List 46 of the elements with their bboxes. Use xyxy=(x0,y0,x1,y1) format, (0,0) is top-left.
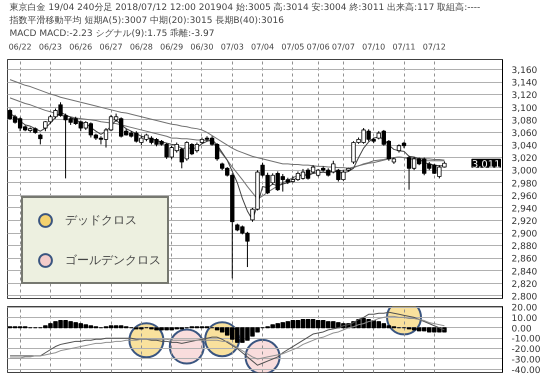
y-tick-label: 20.00 xyxy=(512,304,538,314)
y-tick-label: -40.00 xyxy=(512,366,541,376)
y-tick-label: 3,000 xyxy=(512,166,538,177)
y-tick-label: 3,100 xyxy=(512,104,538,114)
y-tick-label: 3,120 xyxy=(512,91,538,102)
y-tick-label: -20.00 xyxy=(512,345,541,356)
x-tick-label: 07/10 xyxy=(362,42,386,52)
x-tick-label: 06/30 xyxy=(190,42,214,52)
y-tick-label: -10.00 xyxy=(512,334,541,345)
x-tick-label: 07/05 xyxy=(281,42,304,52)
y-tick-label: 2,980 xyxy=(512,179,538,190)
x-tick-label: 06/28 xyxy=(130,42,153,52)
x-tick-label: 07/12 xyxy=(422,42,446,52)
y-tick-label: 0.00 xyxy=(512,324,532,334)
x-tick-label: 06/27 xyxy=(100,42,123,52)
x-tick-label: 07/07 xyxy=(332,42,355,52)
annotation: 3,011 xyxy=(472,159,501,170)
x-tick-label: 07/11 xyxy=(392,42,416,52)
text: MACD MACD:-2.23 シグナル(9):1.75 乖離:-3.97 xyxy=(10,28,214,39)
y-tick-label: 2,960 xyxy=(512,192,538,202)
y-tick-label: -30.00 xyxy=(512,355,541,366)
x-tick-label: 06/22 xyxy=(8,42,32,52)
legend-label: デッドクロス xyxy=(65,212,137,228)
y-tick-label: 2,900 xyxy=(512,230,538,240)
y-tick-label: 2,880 xyxy=(512,242,538,252)
legend-label: ゴールデンクロス xyxy=(65,252,161,268)
x-tick-label: 07/06 xyxy=(306,42,330,52)
y-tick-label: 3,060 xyxy=(512,128,538,139)
y-tick-label: 3,160 xyxy=(512,66,538,76)
x-tick-label: 06/29 xyxy=(160,42,184,52)
y-tick-label: 2,820 xyxy=(512,280,538,290)
chart-subtitle: 指数平滑移動平均 短期A(5):3007 中期(20):3015 長期B(40):3016 xyxy=(8,15,284,26)
chart-title: 東京白金 19/04 240分足 2018/07/12 12:00 201904 始:3005 高:3014 安:3004 終:3011 出来高:117 取組高:---- xyxy=(10,2,480,13)
y-tick-label: 2,840 xyxy=(512,267,538,278)
y-tick-label: 2,860 xyxy=(512,254,538,265)
y-tick-label: 10.00 xyxy=(512,314,538,324)
x-tick-label: 07/03 xyxy=(220,42,244,52)
x-tick-label: 06/26 xyxy=(69,42,92,52)
y-tick-label: 2,940 xyxy=(512,204,538,214)
y-tick-label: 3,140 xyxy=(512,78,538,89)
x-tick-label: 07/04 xyxy=(251,42,274,52)
y-tick-label: 3,040 xyxy=(512,142,538,152)
x-tick-label: 06/23 xyxy=(38,42,62,52)
y-tick-label: 3,080 xyxy=(512,116,538,126)
y-tick-label: 2,920 xyxy=(512,217,538,228)
y-tick-label: 3,020 xyxy=(512,154,538,164)
